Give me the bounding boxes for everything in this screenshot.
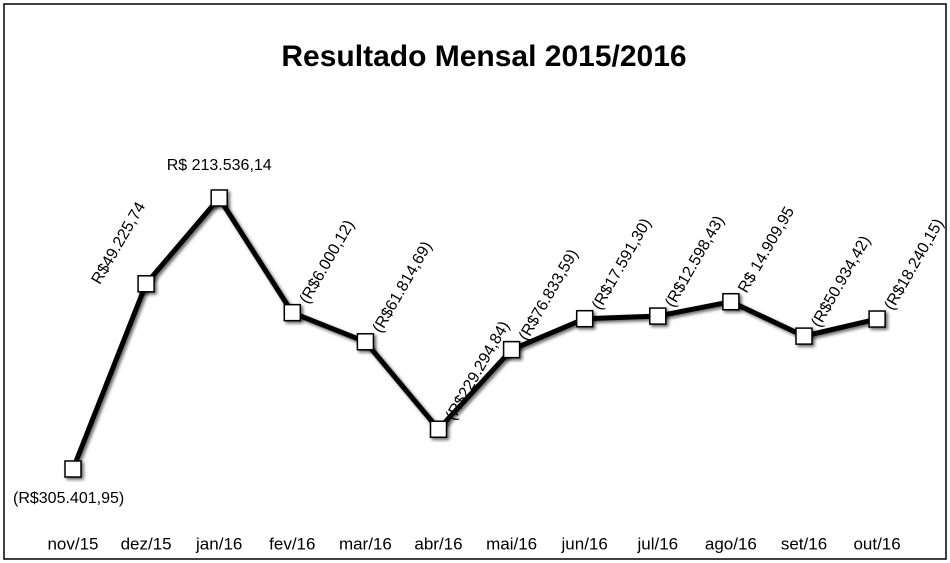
x-tick-label: nov/15 (47, 534, 98, 553)
x-tick-label: set/16 (781, 534, 827, 553)
data-point (575, 309, 594, 328)
data-point (502, 340, 521, 359)
data-label: (R$50.934,42) (808, 233, 874, 330)
data-label: R$ 213.536,14 (167, 157, 272, 174)
x-tick-label: ago/16 (705, 534, 757, 553)
x-tick-label: jan/16 (195, 534, 242, 553)
x-tick-label: abr/16 (414, 534, 462, 553)
data-label: (R$6.000,12) (297, 217, 358, 306)
x-tick-label: jun/16 (561, 534, 608, 553)
data-label: R$ 14.909,95 (735, 204, 798, 296)
chart-border (3, 3, 947, 560)
data-point (210, 189, 228, 207)
data-label: (R$305.401,95) (13, 490, 124, 507)
data-point (722, 292, 740, 311)
data-label: (R$76.833,59) (516, 247, 582, 344)
data-line (70, 195, 878, 470)
data-point (795, 327, 813, 345)
x-tick-label: fev/16 (269, 534, 315, 553)
data-label: (R$17.591,30) (589, 216, 655, 313)
x-tick-label: jul/16 (636, 534, 678, 553)
chart-title: Resultado Mensal 2015/2016 (281, 40, 686, 73)
data-label: (R$18.240,15) (881, 216, 947, 313)
data-point (137, 275, 155, 293)
x-tick-label: out/16 (853, 534, 900, 553)
data-point (429, 420, 448, 439)
data-point (868, 310, 886, 328)
data-point (283, 303, 302, 322)
x-tick-label: mai/16 (486, 534, 537, 553)
data-point (64, 460, 82, 478)
data-label: (R$229.294,84) (443, 319, 513, 424)
data-label: (R$61.814,69) (370, 239, 436, 336)
data-label: R$49.225,74 (89, 199, 150, 287)
data-label: (R$12.598,43) (662, 213, 728, 310)
x-tick-label: dez/15 (121, 534, 172, 553)
data-point (649, 307, 667, 325)
x-tick-label: mar/16 (339, 534, 392, 553)
data-point (356, 333, 375, 351)
